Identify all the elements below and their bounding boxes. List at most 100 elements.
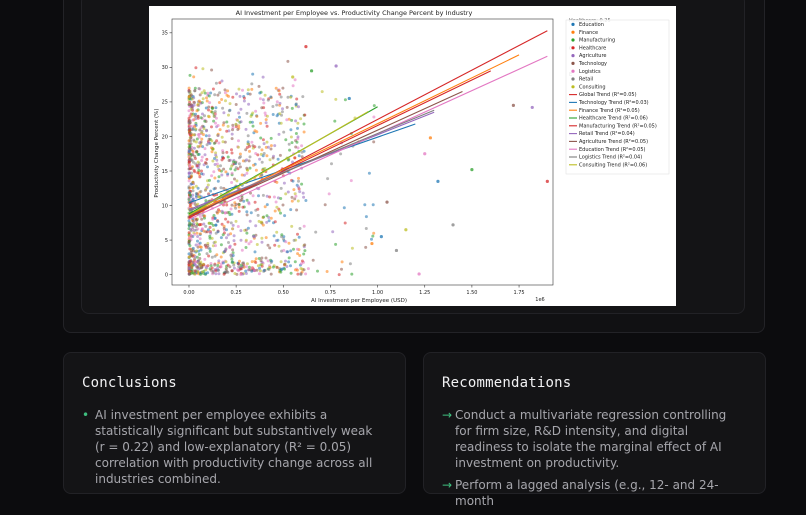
scatter-point <box>234 160 237 164</box>
scatter-point <box>245 210 249 214</box>
scatter-point <box>249 191 252 195</box>
scatter-point <box>198 144 202 148</box>
scatter-point <box>193 157 197 160</box>
y-tick-label: 10 <box>162 203 168 209</box>
legend-label: Finance Trend (R²=0.05) <box>579 108 640 114</box>
scatter-point <box>253 250 257 254</box>
scatter-point <box>210 106 214 110</box>
scatter-point <box>193 232 197 236</box>
legend-label: Technology Trend (R²=0.03) <box>578 100 649 106</box>
scatter-point <box>269 136 273 140</box>
scatter-point <box>229 167 233 171</box>
scatter-point <box>235 268 239 272</box>
scatter-point <box>245 213 249 217</box>
list-item: • AI investment per employee exhibits a … <box>82 407 382 487</box>
scatter-point <box>232 239 236 243</box>
scatter-point <box>296 272 300 276</box>
scatter-point <box>234 219 238 223</box>
scatter-point <box>275 230 279 234</box>
scatter-point <box>241 205 245 209</box>
scatter-point <box>298 227 302 230</box>
scatter-point <box>372 115 376 119</box>
scatter-point <box>258 91 262 95</box>
scatter-point <box>235 92 238 96</box>
scatter-point <box>239 273 243 277</box>
scatter-point <box>244 272 248 275</box>
scatter-point <box>239 238 243 242</box>
scatter-point <box>276 196 280 200</box>
scatter-point <box>255 114 259 118</box>
scatter-point <box>188 193 192 197</box>
scatter-point <box>208 225 212 229</box>
scatter-point <box>260 256 264 260</box>
scatter-point <box>188 221 192 225</box>
scatter-point <box>191 186 195 189</box>
conclusions-list: • AI investment per employee exhibits a … <box>82 407 382 493</box>
list-item: → Perform a lagged analysis (e.g., 12- a… <box>442 477 742 509</box>
scatter-point <box>187 103 191 107</box>
scatter-point <box>204 134 208 138</box>
legend-label: Healthcare Trend (R²=0.06) <box>579 116 648 122</box>
scatter-point <box>257 219 261 223</box>
scatter-point <box>204 230 208 234</box>
scatter-point <box>245 171 249 175</box>
scatter-point <box>290 106 294 110</box>
scatter-point <box>304 272 308 276</box>
scatter-point <box>274 200 278 204</box>
scatter-point <box>273 220 277 224</box>
scatter-point <box>221 233 225 237</box>
conclusions-heading: Conclusions <box>82 375 177 391</box>
scatter-point <box>190 265 194 269</box>
scatter-point <box>299 273 303 276</box>
scatter-point <box>238 152 242 156</box>
scatter-point <box>189 107 193 111</box>
x-axis-label: AI Investment per Employee (USD) <box>311 298 407 304</box>
scatter-point <box>191 271 195 275</box>
scatter-point <box>385 200 389 204</box>
scatter-point <box>237 87 241 91</box>
scatter-point <box>191 149 195 153</box>
scatter-point <box>316 269 319 273</box>
scatter-point <box>198 214 202 218</box>
scatter-point <box>530 105 534 110</box>
scatter-point <box>236 225 240 228</box>
scatter-point <box>193 125 197 129</box>
scatter-point <box>224 260 228 264</box>
scatter-point <box>231 95 235 99</box>
scatter-point <box>268 246 272 250</box>
x-scale-note: 1e6 <box>535 297 544 303</box>
scatter-point <box>404 228 408 232</box>
scatter-point <box>226 270 230 274</box>
scatter-point <box>206 114 210 118</box>
scatter-point <box>258 266 261 270</box>
scatter-point <box>210 236 214 240</box>
scatter-point <box>187 109 191 113</box>
x-tick-label: 1.50 <box>466 290 477 296</box>
scatter-point <box>293 192 297 196</box>
scatter-point <box>282 130 286 134</box>
scatter-point <box>225 120 229 124</box>
scatter-point <box>323 203 327 207</box>
scatter-point <box>225 150 229 154</box>
scatter-point <box>275 100 279 104</box>
scatter-point <box>192 138 196 142</box>
scatter-point <box>200 91 204 95</box>
scatter-point <box>250 140 254 144</box>
scatter-point <box>285 105 289 109</box>
scatter-point <box>266 243 270 247</box>
scatter-point <box>198 141 202 145</box>
scatter-point <box>194 127 198 131</box>
scatter-point <box>215 158 219 162</box>
scatter-point <box>196 260 200 264</box>
scatter-point <box>287 241 291 245</box>
scatter-point <box>214 244 217 248</box>
scatter-point <box>286 190 290 194</box>
scatter-point <box>219 243 223 247</box>
scatter-point <box>196 114 200 118</box>
scatter-point <box>188 247 192 251</box>
scatter-point <box>204 106 208 110</box>
scatter-point <box>248 92 252 96</box>
scatter-point <box>221 261 225 265</box>
scatter-point <box>203 119 207 123</box>
scatter-point <box>194 66 198 70</box>
